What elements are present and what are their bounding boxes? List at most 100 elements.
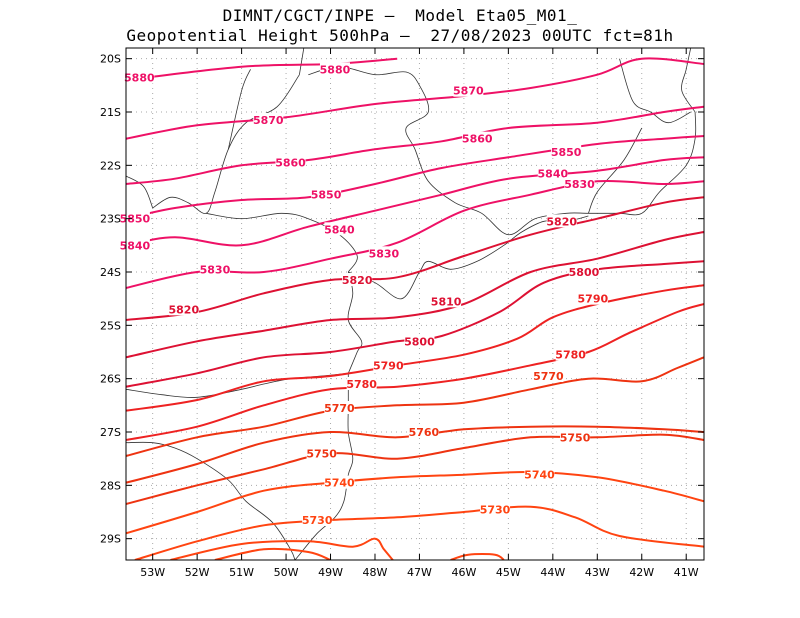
- contour-line-5820: [126, 196, 704, 321]
- lon-tick-label: 42W: [629, 566, 654, 579]
- contour-label: 5780: [346, 378, 377, 391]
- contour-label-bg: [311, 187, 342, 201]
- contour-label-bg: [555, 347, 586, 361]
- contour-label-bg: [533, 369, 564, 382]
- contour-line-5740: [126, 470, 704, 535]
- contour-label: 5880: [124, 71, 155, 84]
- coastline-segment: [347, 271, 363, 374]
- contour-label: 5830: [369, 247, 400, 260]
- contour-label: 5750: [560, 431, 591, 444]
- lat-tick-label: 27S: [100, 426, 121, 439]
- contour-line-5800: [126, 260, 704, 388]
- contour-label-bg: [551, 145, 582, 158]
- contour-line-5780: [126, 303, 704, 441]
- contour-label-bg: [368, 246, 399, 260]
- contour-line-5730: [134, 505, 704, 560]
- contour-label: 5840: [120, 239, 151, 252]
- lon-tick-label: 48W: [363, 566, 388, 579]
- contour-line-5770: [126, 356, 704, 457]
- contour-line-5750: [126, 433, 704, 505]
- contour-line-5810: [126, 231, 704, 359]
- contour-label: 5860: [462, 133, 493, 146]
- contour-label: 5860: [275, 157, 306, 170]
- lat-tick-label: 28S: [100, 479, 121, 492]
- contour-label: 5790: [373, 359, 404, 372]
- contour-label-bg: [342, 273, 373, 286]
- contour-label: 5770: [324, 402, 355, 415]
- contour-label: 5760: [409, 426, 440, 439]
- contour-label: 5870: [453, 85, 484, 98]
- contour-label-bg: [524, 467, 555, 481]
- contour-label-bg: [199, 262, 230, 276]
- contour-label: 5730: [480, 503, 511, 516]
- contour-label-bg: [324, 401, 355, 414]
- contour-line-5850: [126, 135, 704, 220]
- contour-label: 5730: [302, 514, 333, 527]
- contour-label: 5740: [524, 469, 555, 482]
- contour-label-bg: [302, 513, 333, 526]
- lon-tick-label: 49W: [318, 566, 343, 579]
- coastline-segment: [348, 215, 589, 300]
- lon-tick-label: 52W: [185, 566, 210, 579]
- contour-label-bg: [319, 62, 350, 76]
- lon-tick-label: 41W: [674, 566, 699, 579]
- contour-label: 5820: [546, 215, 577, 228]
- contour-line-5720: [450, 553, 505, 560]
- contour-labels: 5880 5880 5870 5870 5860 5860 5850 5850 5850 5840…: [120, 62, 609, 527]
- contour-label: 5820: [342, 274, 373, 287]
- contour-label-bg: [404, 334, 435, 348]
- contour-label: 5850: [311, 189, 342, 202]
- contour-label-bg: [324, 222, 355, 236]
- grid-lines: [126, 48, 704, 560]
- lon-tick-label: 51W: [229, 566, 254, 579]
- contour-label: 5880: [320, 63, 351, 76]
- contour-label: 5840: [538, 167, 569, 180]
- lat-tick-label: 26S: [100, 373, 121, 386]
- contour-label: 5850: [120, 213, 151, 226]
- contour-label-bg: [537, 166, 568, 180]
- plot-frame: [125, 47, 705, 561]
- coastline-segment: [588, 127, 643, 214]
- contour-label-bg: [306, 446, 337, 460]
- contour-label: 5740: [324, 477, 355, 490]
- coastline-segment: [126, 175, 154, 209]
- lon-tick-label: 46W: [451, 566, 476, 579]
- contour-label: 5810: [431, 295, 462, 308]
- contour-line-5880: [126, 57, 398, 81]
- coastline-segment: [205, 212, 358, 273]
- lat-tick-label: 25S: [100, 319, 121, 332]
- contour-label: 5800: [404, 335, 435, 348]
- contour-label-bg: [324, 475, 355, 489]
- coastline-segment: [299, 48, 305, 75]
- contour-line-5790: [126, 284, 704, 412]
- lon-tick-label: 44W: [540, 566, 565, 579]
- contour-label-bg: [480, 502, 511, 516]
- lon-tick-label: 43W: [585, 566, 610, 579]
- contour-label: 5800: [569, 266, 600, 279]
- contour-line-5860: [126, 105, 704, 185]
- contour-label: 5790: [578, 293, 609, 306]
- coastline-borders: [126, 48, 697, 560]
- height-contours: [126, 57, 704, 560]
- lat-tick-label: 21S: [100, 106, 121, 119]
- lat-tick-label: 22S: [100, 159, 121, 172]
- contour-label-bg: [453, 83, 484, 97]
- contour-line-5840: [126, 156, 704, 247]
- coastline-segment: [152, 74, 300, 214]
- lon-tick-label: 47W: [407, 566, 432, 579]
- coastline-segment: [308, 66, 697, 236]
- contour-label: 5870: [253, 114, 284, 127]
- map-title-line-2: Geopotential Height 500hPa – 27/08/2023 …: [126, 26, 674, 45]
- contour-line-5870: [126, 57, 704, 140]
- contour-label-bg: [275, 155, 306, 169]
- lon-tick-label: 53W: [140, 566, 165, 579]
- contour-label: 5820: [168, 303, 199, 316]
- contour-label-bg: [560, 430, 591, 444]
- contour-label-bg: [546, 214, 577, 228]
- coastline-segment: [126, 441, 296, 560]
- contour-label-bg: [346, 377, 377, 390]
- lon-tick-label: 45W: [496, 566, 521, 579]
- contour-line-5720: [214, 547, 331, 560]
- contour-label-bg: [577, 291, 608, 305]
